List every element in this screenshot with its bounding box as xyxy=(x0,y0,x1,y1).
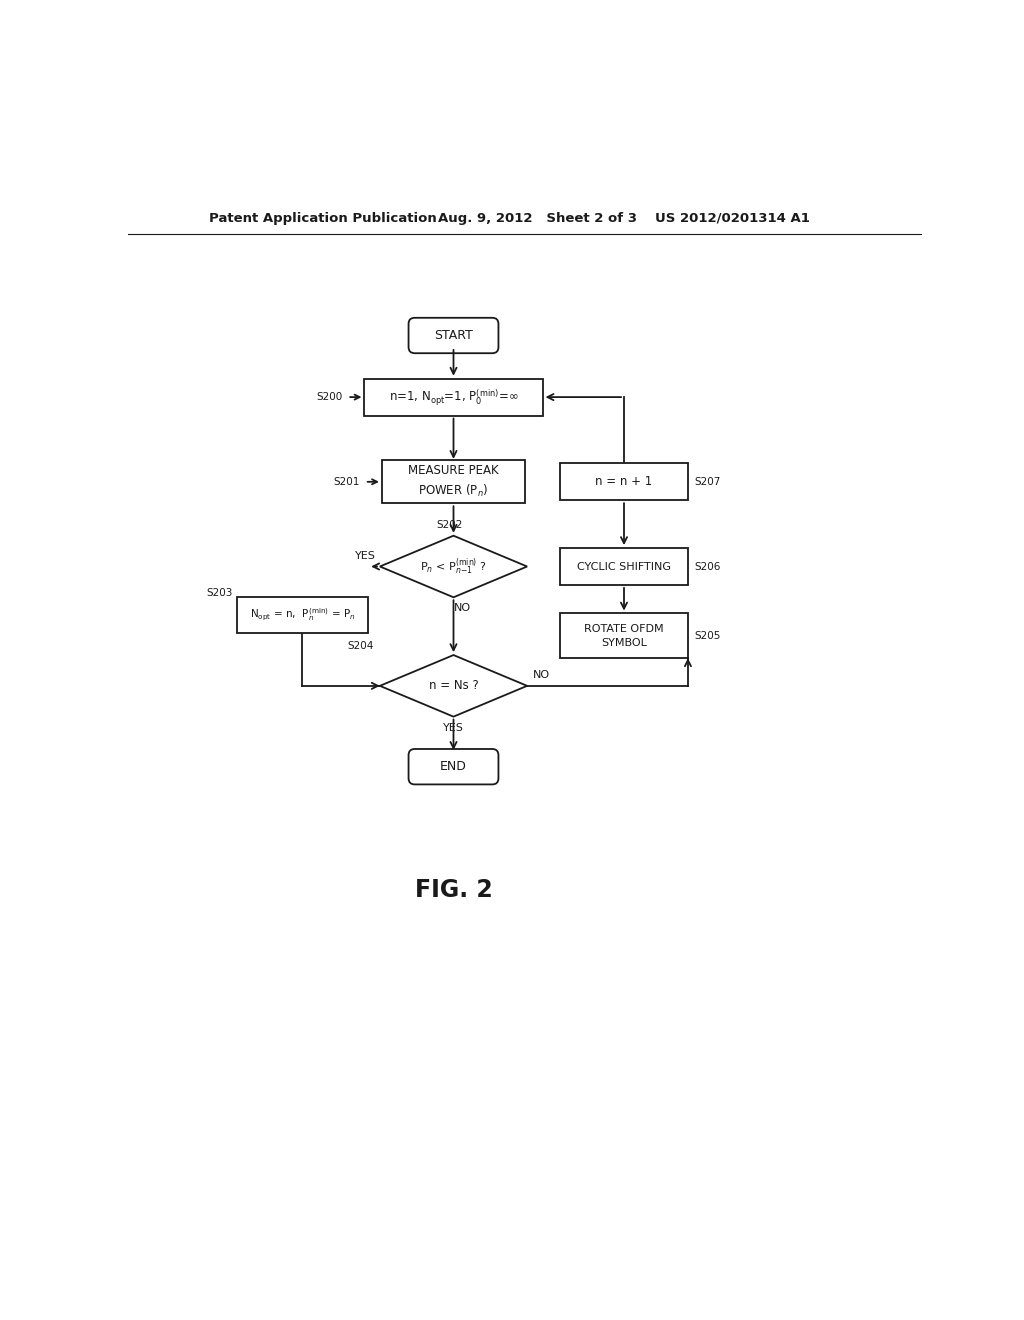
Text: START: START xyxy=(434,329,473,342)
Text: NO: NO xyxy=(455,603,471,614)
Text: S203: S203 xyxy=(206,589,232,598)
Text: CYCLIC SHIFTING: CYCLIC SHIFTING xyxy=(577,561,671,572)
Text: n = n + 1: n = n + 1 xyxy=(595,475,652,488)
Text: S202: S202 xyxy=(436,520,463,529)
Text: Patent Application Publication: Patent Application Publication xyxy=(209,213,437,224)
Text: S206: S206 xyxy=(694,561,721,572)
Text: S204: S204 xyxy=(347,642,374,651)
Text: US 2012/0201314 A1: US 2012/0201314 A1 xyxy=(655,213,810,224)
Text: S200: S200 xyxy=(316,392,343,403)
Text: P$_n$ < P$_{n\mathregular{-1}}^{\mathregular{(min)}}$ ?: P$_n$ < P$_{n\mathregular{-1}}^{\mathreg… xyxy=(420,556,487,577)
Bar xyxy=(365,379,543,416)
Text: NO: NO xyxy=(534,671,551,680)
Text: END: END xyxy=(440,760,467,774)
Text: MEASURE PEAK
POWER (P$_n$): MEASURE PEAK POWER (P$_n$) xyxy=(409,465,499,499)
Bar xyxy=(237,597,369,634)
Text: n=1, N$_{\mathregular{opt}}$=1, P$_0^{\mathregular{(min)}}$=$\infty$: n=1, N$_{\mathregular{opt}}$=1, P$_0^{\m… xyxy=(389,387,518,407)
Text: S207: S207 xyxy=(694,477,721,487)
Polygon shape xyxy=(380,655,527,717)
Text: N$_{\mathregular{opt}}$ = n,  P$_n^{\mathregular{(min)}}$ = P$_n$: N$_{\mathregular{opt}}$ = n, P$_n^{\math… xyxy=(250,607,355,623)
Text: S201: S201 xyxy=(334,477,360,487)
Text: Aug. 9, 2012   Sheet 2 of 3: Aug. 9, 2012 Sheet 2 of 3 xyxy=(438,213,637,224)
FancyBboxPatch shape xyxy=(409,318,499,354)
Bar xyxy=(560,548,688,585)
Text: ROTATE OFDM
SYMBOL: ROTATE OFDM SYMBOL xyxy=(584,624,664,648)
Text: n = Ns ?: n = Ns ? xyxy=(429,680,478,693)
Text: YES: YES xyxy=(355,550,376,561)
Bar xyxy=(560,463,688,500)
FancyBboxPatch shape xyxy=(409,748,499,784)
Bar xyxy=(382,461,525,503)
Text: S205: S205 xyxy=(694,631,721,640)
Polygon shape xyxy=(380,536,527,597)
Bar xyxy=(560,614,688,659)
Text: YES: YES xyxy=(443,723,464,733)
Text: FIG. 2: FIG. 2 xyxy=(415,878,493,902)
